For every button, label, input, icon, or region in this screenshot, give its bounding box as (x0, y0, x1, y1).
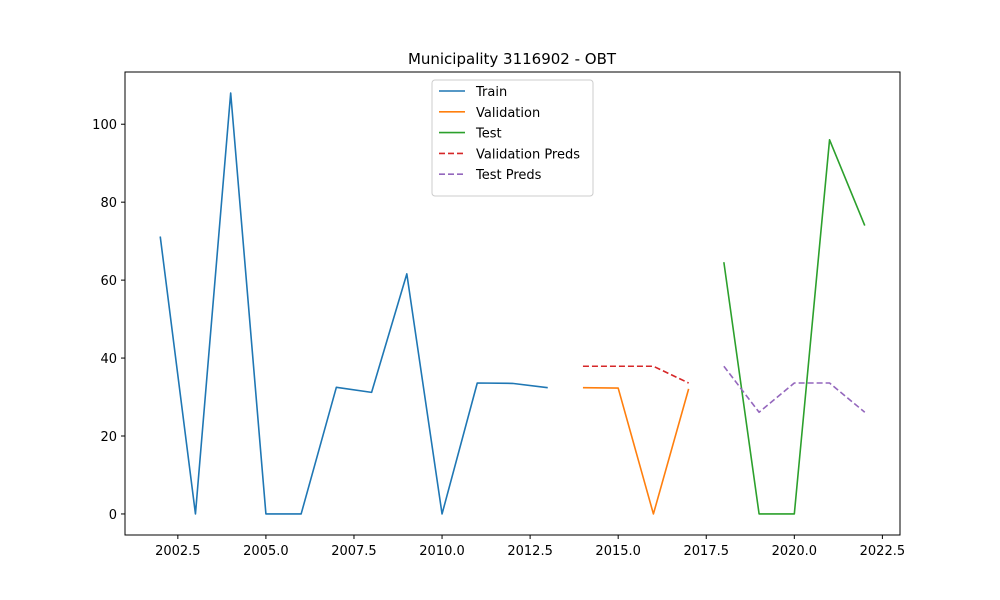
series-line-test-preds (723, 365, 866, 414)
legend-box (431, 79, 594, 197)
chart-title: Municipality 3116902 - OBT (408, 50, 617, 68)
x-tick-label: 2010.0 (419, 544, 465, 559)
series-layer (159, 92, 866, 515)
y-tick-label: 60 (100, 274, 117, 289)
legend-label-test: Test (475, 127, 502, 142)
y-tick-label: 40 (100, 352, 117, 367)
series-line-validation-preds (582, 365, 689, 384)
plot-frame (124, 71, 901, 536)
x-tick-label: 2015.0 (595, 544, 641, 559)
y-tick-label: 100 (92, 118, 117, 133)
y-tick-label: 0 (109, 508, 117, 523)
legend-label-validation: Validation (476, 106, 540, 121)
series-line-train (159, 92, 548, 515)
series-line-test (723, 139, 866, 515)
x-tick-label: 2012.5 (507, 544, 553, 559)
legend-label-train: Train (475, 85, 507, 100)
y-tick-label: 80 (100, 196, 117, 211)
x-tick-label: 2017.5 (684, 544, 730, 559)
x-axis: 2002.5 2005.0 2007.5 2010.0 2012.5 2015.0 2017… (155, 535, 905, 559)
x-tick-label: 2022.5 (860, 544, 906, 559)
plot-area (124, 71, 901, 536)
series-line-validation (582, 386, 690, 515)
x-tick-label: 2005.0 (243, 544, 289, 559)
legend-label-test-preds: Test Preds (475, 168, 542, 183)
x-tick-label: 2002.5 (155, 544, 201, 559)
y-tick-label: 20 (100, 430, 117, 445)
x-tick-label: 2020.0 (772, 544, 818, 559)
legend-label-validation-preds: Validation Preds (476, 147, 580, 162)
x-tick-label: 2007.5 (331, 544, 377, 559)
y-axis: 0 20 40 60 80 100 (92, 118, 125, 523)
legend: Train Validation Test Validation Preds Test … (431, 79, 594, 197)
